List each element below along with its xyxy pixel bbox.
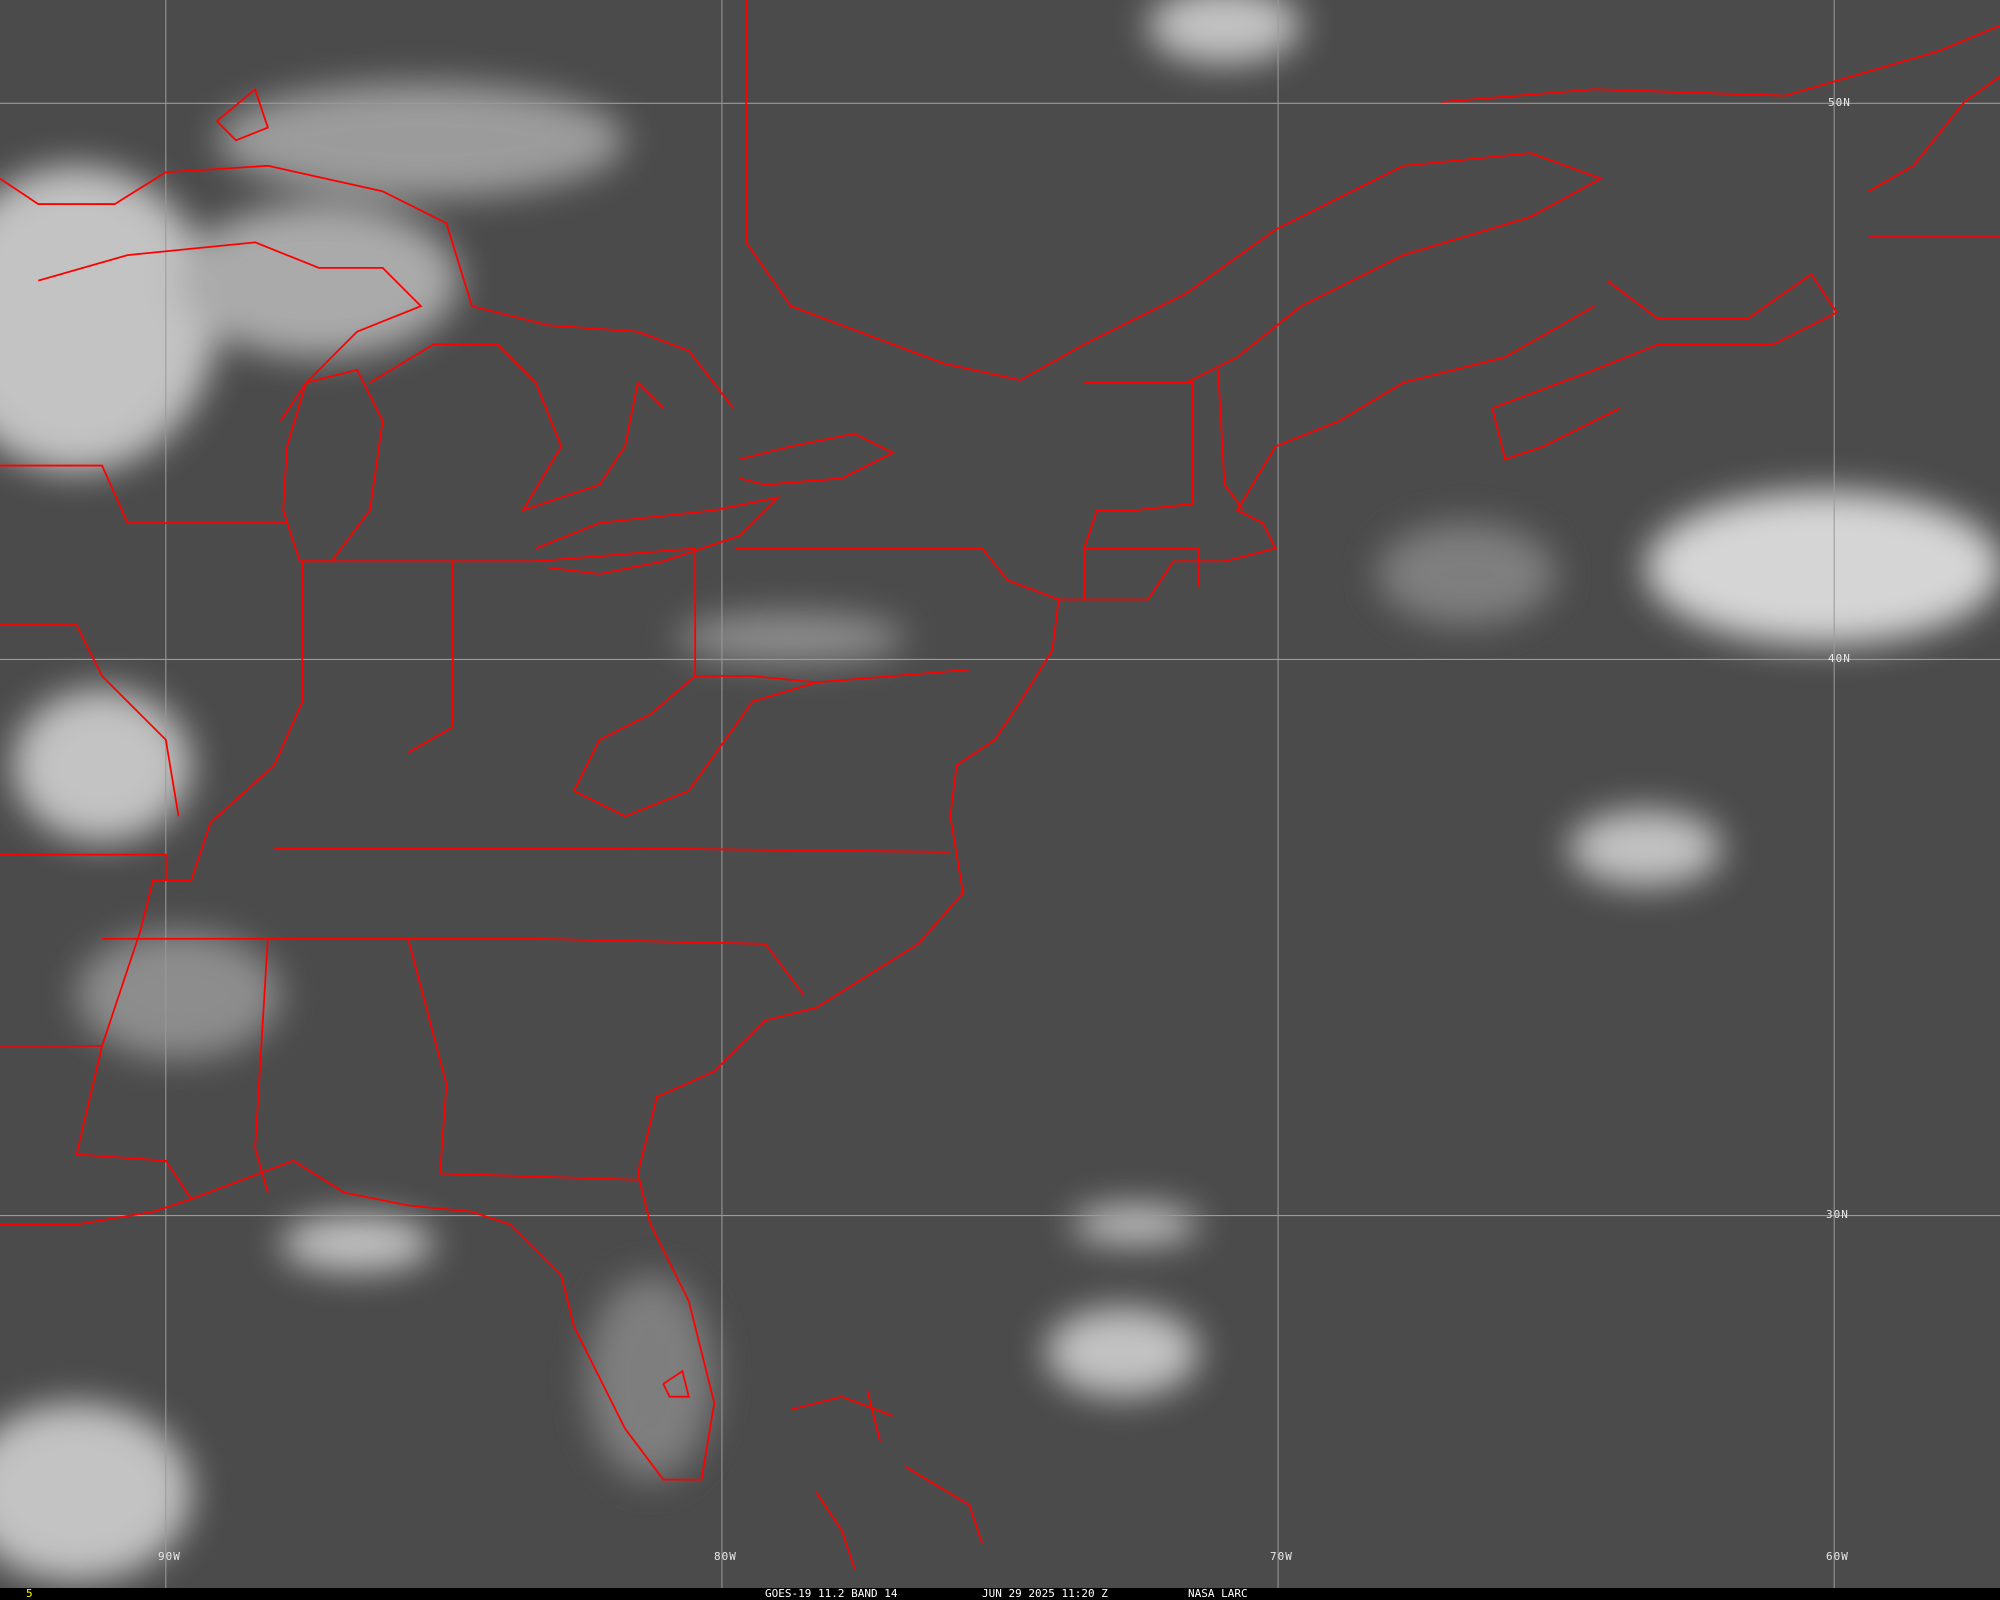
lon-label-90w: 90W bbox=[158, 1550, 181, 1563]
image-info-bar: 5 GOES-19 11.2 BAND 14 JUN 29 2025 11:20… bbox=[0, 1588, 2000, 1600]
lon-label-70w: 70W bbox=[1270, 1550, 1293, 1563]
lon-label-60w: 60W bbox=[1826, 1550, 1849, 1563]
lat-label-30n: 30N bbox=[1826, 1208, 1849, 1221]
lon-label-80w: 80W bbox=[714, 1550, 737, 1563]
product-label: GOES-19 11.2 BAND 14 bbox=[765, 1587, 898, 1600]
lat-label-40n: 40N bbox=[1828, 652, 1851, 665]
datetime-label: JUN 29 2025 11:20 Z bbox=[982, 1587, 1108, 1600]
lat-label-50n: 50N bbox=[1828, 96, 1851, 109]
source-label: NASA LARC bbox=[1188, 1587, 1248, 1600]
frame-number: 5 bbox=[26, 1587, 33, 1600]
